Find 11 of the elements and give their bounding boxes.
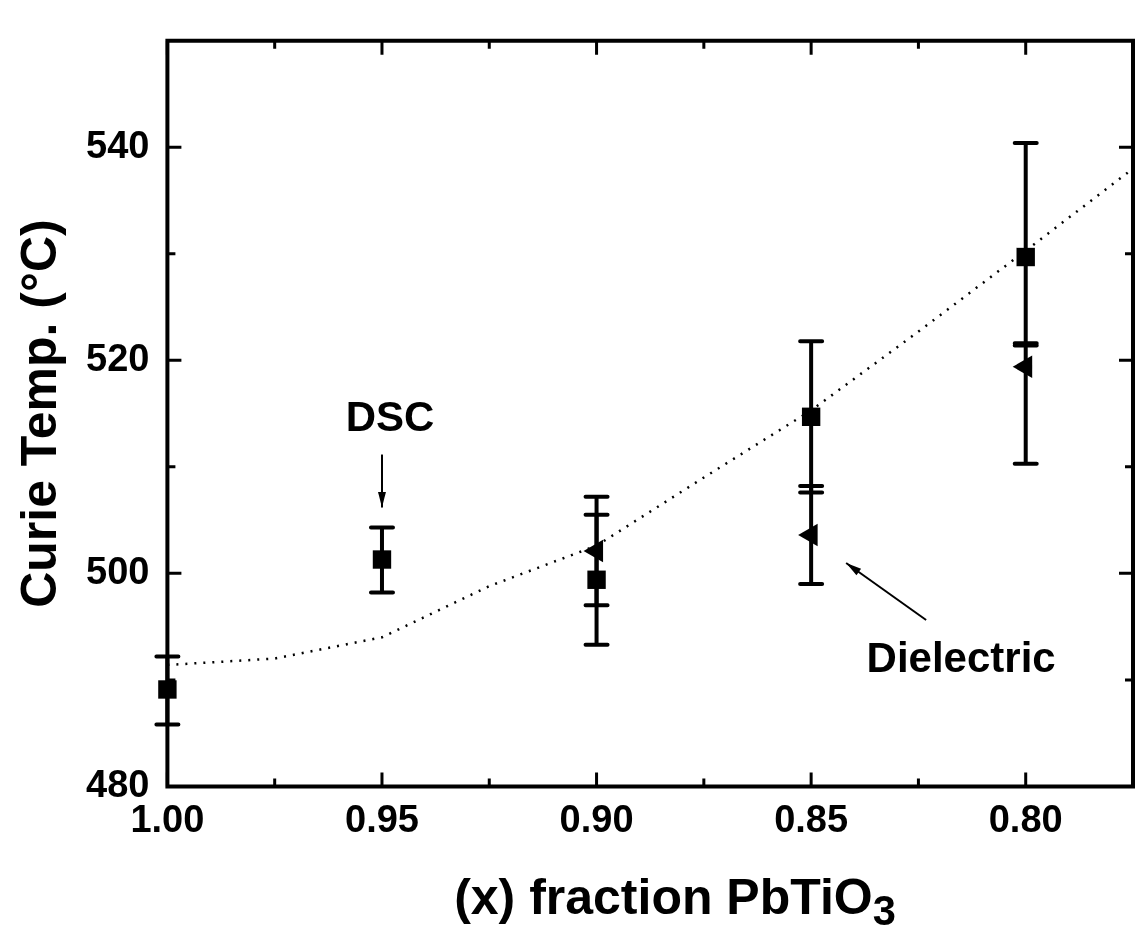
x-tick-label: 0.95 bbox=[344, 797, 419, 840]
y-axis-title: Curie Temp. (°C) bbox=[10, 219, 67, 608]
x-tick-label: 0.85 bbox=[774, 797, 849, 840]
x-tick-label: 0.80 bbox=[988, 797, 1063, 840]
annotation: Dielectric bbox=[866, 633, 1056, 681]
y-tick-label: 540 bbox=[86, 123, 150, 166]
y-tick-label: 500 bbox=[86, 549, 150, 592]
x-axis-title: (x) fraction PbTiO$_{3}$ bbox=[453, 868, 897, 935]
x-tick-label: 0.90 bbox=[559, 797, 634, 840]
y-tick-label: 520 bbox=[86, 336, 150, 379]
annotation: DSC bbox=[345, 393, 435, 441]
